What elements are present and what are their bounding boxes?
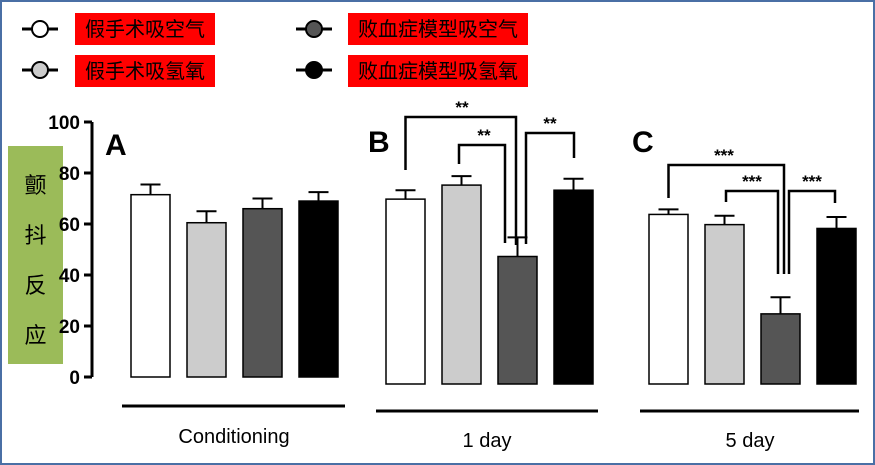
panel-letter: C	[632, 126, 654, 159]
significance-label: ***	[714, 146, 734, 165]
bar	[497, 255, 538, 385]
legend-label-sepsis-hydrogen: 败血症模型吸氢氧	[348, 55, 528, 87]
significance-bracket	[457, 143, 507, 243]
significance-label: **	[455, 98, 469, 117]
significance-bracket	[404, 115, 518, 245]
bar	[242, 207, 283, 378]
bar	[186, 221, 227, 378]
bar	[704, 223, 745, 385]
legend-marker	[305, 20, 323, 38]
significance-label: ***	[742, 172, 762, 191]
bar	[298, 200, 339, 378]
legend-label-sham-air: 假手术吸空气	[75, 13, 215, 45]
bar	[760, 313, 801, 385]
bar	[385, 198, 426, 385]
y-axis-label-char: 抖	[24, 224, 47, 249]
legend-label-sepsis-air: 败血症模型吸空气	[348, 13, 528, 45]
significance-label: ***	[802, 172, 822, 191]
y-tick-label: 20	[59, 317, 80, 338]
legend-label-sham-hydrogen: 假手术吸氢氧	[75, 55, 215, 87]
panel-letter: A	[105, 129, 127, 162]
group-label: 1 day	[463, 430, 512, 452]
significance-bracket	[787, 189, 837, 274]
group-label: Conditioning	[178, 426, 289, 448]
significance-label: **	[543, 114, 557, 133]
legend-marker	[305, 61, 323, 79]
bar	[816, 227, 857, 385]
significance-label: **	[477, 126, 491, 145]
legend-marker	[31, 61, 49, 79]
significance-bracket	[667, 163, 786, 274]
bar	[441, 184, 482, 385]
y-tick-label: 40	[59, 266, 80, 287]
significance-bracket	[524, 131, 576, 244]
significance-bracket	[724, 189, 780, 274]
group-label: 5 day	[726, 430, 775, 452]
y-axis-label: 颤 抖 反 应	[8, 146, 63, 364]
y-tick-label: 0	[69, 368, 80, 389]
y-tick-label: 100	[48, 113, 80, 134]
legend-marker	[31, 20, 49, 38]
y-tick-label: 60	[59, 215, 80, 236]
bar	[553, 189, 594, 385]
bar	[648, 213, 689, 385]
bar	[130, 193, 171, 378]
y-tick-label: 80	[59, 164, 80, 185]
y-axis-label-char: 反	[24, 274, 47, 299]
y-axis-label-char: 颤	[24, 174, 47, 199]
panel-letter: B	[368, 126, 390, 159]
y-axis-label-char: 应	[24, 324, 47, 349]
